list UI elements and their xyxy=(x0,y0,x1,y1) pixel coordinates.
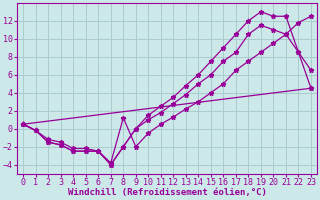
X-axis label: Windchill (Refroidissement éolien,°C): Windchill (Refroidissement éolien,°C) xyxy=(68,188,267,197)
